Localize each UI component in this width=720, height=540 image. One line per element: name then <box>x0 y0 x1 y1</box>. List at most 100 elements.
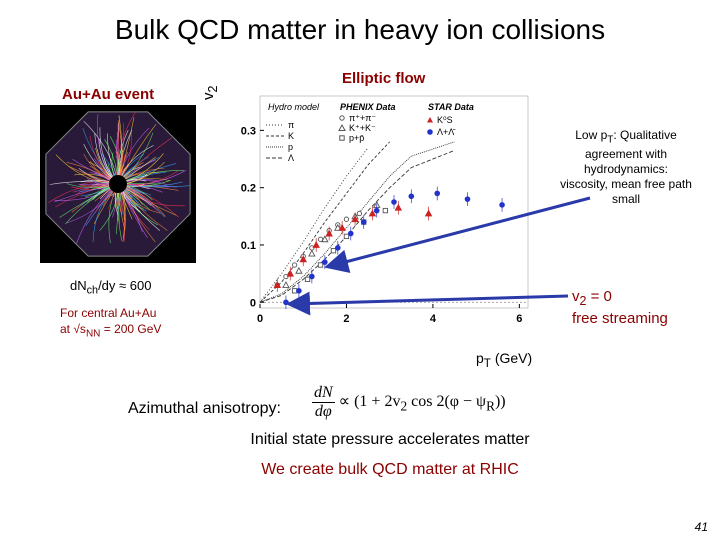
formula-rhs-post: )) <box>494 393 506 411</box>
v2-zero-sub: 2 <box>579 294 587 308</box>
legend-phenix-entry: p+p̄ <box>349 133 364 143</box>
pressure-statement: Initial state pressure accelerates matte… <box>250 431 530 448</box>
legend-hydro-entry: π <box>288 120 294 130</box>
y-tick-label: 0.2 <box>241 183 256 195</box>
legend-hydro-entry: p <box>288 142 293 152</box>
data-point <box>273 281 282 289</box>
data-point <box>321 235 329 243</box>
anisotropy-label: Azimuthal anisotropy: <box>128 400 281 417</box>
data-point <box>295 266 303 274</box>
y-axis-label-sub: 2 <box>206 85 220 93</box>
x-tick-label: 6 <box>516 313 522 325</box>
hydro-curve-2 <box>259 141 391 303</box>
data-point <box>317 262 324 268</box>
legend-phenix-title: PHENIX Data <box>340 102 396 112</box>
data-point <box>291 262 298 268</box>
formula-rhs-mid: cos 2(φ − ψ <box>407 393 487 411</box>
central-line-1: For central Au+Au <box>60 306 157 320</box>
central-line-2-pre: at √s <box>60 322 86 336</box>
data-point <box>356 210 363 217</box>
v2-zero-line: v2 = 0 <box>572 288 668 310</box>
central-line-2-sub: NN <box>85 328 101 340</box>
data-point <box>335 245 341 251</box>
data-point <box>296 288 302 294</box>
v2-zero-post: = 0 <box>586 288 612 305</box>
x-axis-label-unit: (GeV) <box>494 350 533 366</box>
event-label: Au+Au event <box>62 86 155 103</box>
data-point <box>360 219 367 225</box>
data-point <box>299 255 307 263</box>
anisotropy-formula: dN dφ ∝ (1 + 2v2 cos 2(φ − ψR)) <box>312 384 506 421</box>
central-line-2-post: = 200 GeV <box>100 322 162 336</box>
data-point <box>391 199 397 205</box>
legend-star-marker <box>427 129 433 135</box>
data-point <box>308 249 316 257</box>
data-point <box>304 276 311 283</box>
legend-hydro-entry: K <box>288 131 294 141</box>
legend-phenix-marker <box>339 135 345 141</box>
formula-fraction: dN dφ <box>312 384 335 421</box>
data-point <box>286 269 295 277</box>
low-pt-pre: Low p <box>575 128 608 142</box>
page-number: 41 <box>694 520 708 534</box>
y-axis-label-main: v <box>200 92 217 101</box>
data-point <box>312 241 320 248</box>
data-point <box>282 281 290 289</box>
multiplicity-rest: /dy ≈ 600 <box>98 278 152 293</box>
slide-title: Bulk QCD matter in heavy ion collisions <box>114 14 606 45</box>
low-pt-post: : Qualitative agreement with hydrodynami… <box>560 128 692 207</box>
data-point <box>434 190 441 197</box>
data-point <box>343 233 350 240</box>
collision-event-graphic <box>45 111 191 257</box>
data-point <box>408 193 415 200</box>
legend-hydro-entry: Λ <box>288 153 294 163</box>
low-pt-sub: T <box>607 134 614 146</box>
data-point <box>464 196 471 202</box>
data-point <box>382 207 389 214</box>
data-point <box>343 216 350 222</box>
legend-phenix-marker <box>338 123 346 131</box>
legend-star-title: STAR Data <box>428 102 474 112</box>
central-collision-label: For central Au+Au at √sNN = 200 GeV <box>60 305 161 342</box>
data-point <box>283 299 289 306</box>
low-pt-annotation: Low pT: Qualitative agreement with hydro… <box>560 128 692 207</box>
x-axis-label-sub: T <box>483 356 491 370</box>
legend-phenix-entry: π⁺+π⁻ <box>349 113 376 123</box>
event-display-image <box>40 105 196 263</box>
data-point <box>322 259 328 265</box>
formula-denominator: dφ <box>314 403 332 420</box>
formula-numerator: dN <box>312 384 335 403</box>
hydro-curve-1 <box>259 147 369 303</box>
beam-pipe <box>109 175 127 193</box>
legend-phenix-marker <box>339 115 345 121</box>
y-tick-label: 0.3 <box>241 125 256 137</box>
multiplicity-label: dNch/dy ≈ 600 <box>70 278 151 297</box>
data-point <box>373 207 380 214</box>
free-streaming-text: free streaming <box>572 310 668 327</box>
x-axis-label-main: p <box>476 350 484 366</box>
v2-zero-pre: v <box>572 288 580 305</box>
data-point <box>347 230 354 237</box>
data-point <box>330 248 337 254</box>
legend-phenix-entry: K⁺+K⁻ <box>349 123 376 133</box>
hydro-curve-4 <box>259 149 455 303</box>
formula-rhs-sub: 2 <box>400 398 408 414</box>
x-tick-label: 2 <box>343 313 349 325</box>
central-line-2: at √sNN = 200 GeV <box>60 321 161 342</box>
plot-title: Elliptic flow <box>342 70 426 87</box>
data-point <box>394 203 403 211</box>
legend-star-entry: K⁰S <box>437 115 453 125</box>
legend-hydro-title: Hydro model <box>268 102 320 112</box>
data-point <box>499 202 505 208</box>
x-tick-label: 0 <box>257 313 263 325</box>
multiplicity-sub: ch <box>86 284 99 297</box>
formula-rhs-sub2: R <box>486 398 495 414</box>
bulk-matter-statement: We create bulk QCD matter at RHIC <box>261 461 519 478</box>
legend-star-marker <box>427 117 433 123</box>
free-streaming-annotation: v2 = 0 free streaming <box>572 288 668 328</box>
x-tick-label: 4 <box>430 313 437 325</box>
y-axis-label: v2 <box>200 86 220 100</box>
y-tick-label: 0.1 <box>241 240 256 252</box>
y-tick-label: 0 <box>250 297 256 309</box>
